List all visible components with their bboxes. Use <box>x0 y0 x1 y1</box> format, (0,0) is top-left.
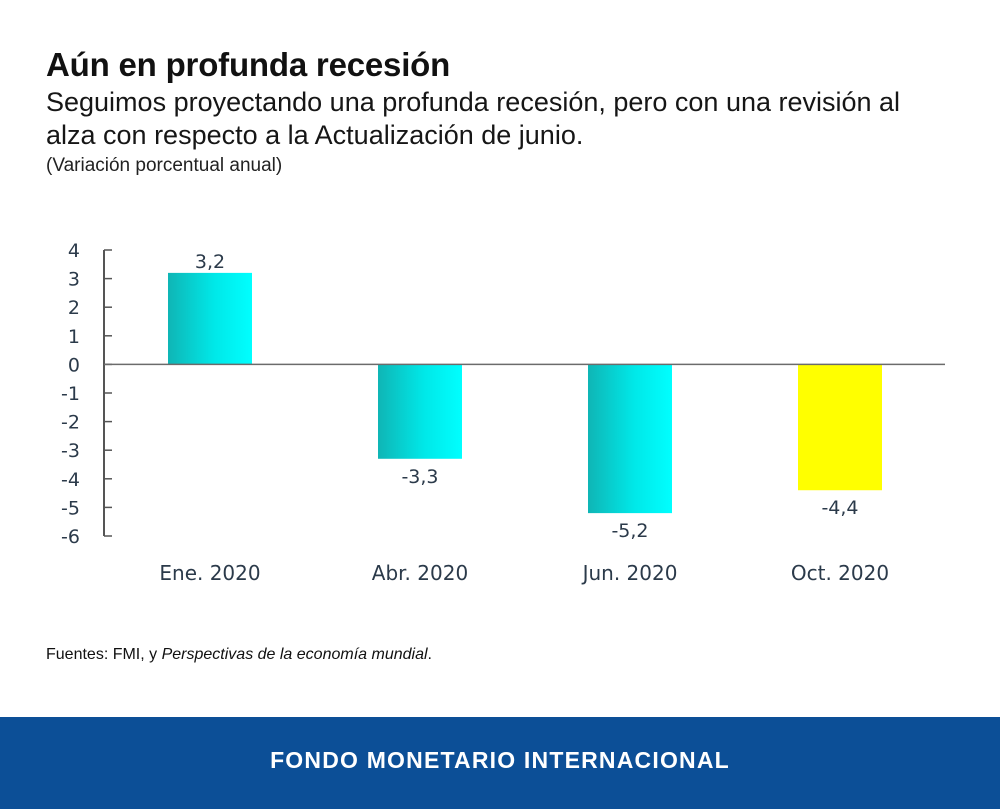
data-label: -4,4 <box>821 497 858 519</box>
source-prefix: Fuentes: FMI, y <box>46 646 162 663</box>
chart-subtitle: Seguimos proyectando una profunda recesi… <box>46 87 901 150</box>
y-tick-label: -2 <box>61 412 80 434</box>
x-category-label: Ene. 2020 <box>159 561 260 585</box>
bar-oct-2020 <box>798 364 882 491</box>
org-name: FONDO MONETARIO INTERNACIONAL <box>270 747 730 773</box>
bar-chart: 4 3 2 1 0 -1 -2 -3 -4 -5 -6 3,2 Ene. 2020 -3,3 Abr. 2… <box>61 240 945 585</box>
bars <box>168 272 882 514</box>
bar-abr-2020 <box>378 364 462 459</box>
source-suffix: . <box>427 646 432 663</box>
bar-ene-2020 <box>168 272 252 365</box>
y-axis: 4 3 2 1 0 -1 -2 -3 -4 -5 -6 <box>61 240 112 548</box>
y-tick-label: -6 <box>61 526 80 548</box>
labels: 3,2 Ene. 2020 -3,3 Abr. 2020 -5,2 Jun. 2020 -4… <box>104 251 945 585</box>
y-tick-label: 2 <box>68 297 80 319</box>
bar-jun-2020 <box>588 364 672 514</box>
y-tick-label: -4 <box>61 469 80 491</box>
y-tick-label: 0 <box>68 354 80 376</box>
x-category-label: Jun. 2020 <box>581 561 678 585</box>
source-note: Fuentes: FMI, y Perspectivas de la econo… <box>46 646 432 664</box>
source-publication: Perspectivas de la economía mundial <box>161 646 428 663</box>
y-tick-label: 3 <box>68 269 80 291</box>
data-label: 3,2 <box>195 251 225 273</box>
x-category-label: Abr. 2020 <box>372 561 468 585</box>
y-tick-label: 4 <box>68 240 80 262</box>
y-tick-label: -5 <box>61 497 80 519</box>
x-category-label: Oct. 2020 <box>791 561 889 585</box>
y-tick-label: 1 <box>68 326 80 348</box>
data-label: -3,3 <box>401 466 438 488</box>
data-label: -5,2 <box>611 520 648 542</box>
y-tick-label: -3 <box>61 440 80 462</box>
units-note: (Variación porcentual anual) <box>46 155 283 176</box>
footer-band: FONDO MONETARIO INTERNACIONAL <box>0 717 1000 809</box>
y-tick-label: -1 <box>61 383 80 405</box>
chart-title: Aún en profunda recesión <box>46 46 451 83</box>
